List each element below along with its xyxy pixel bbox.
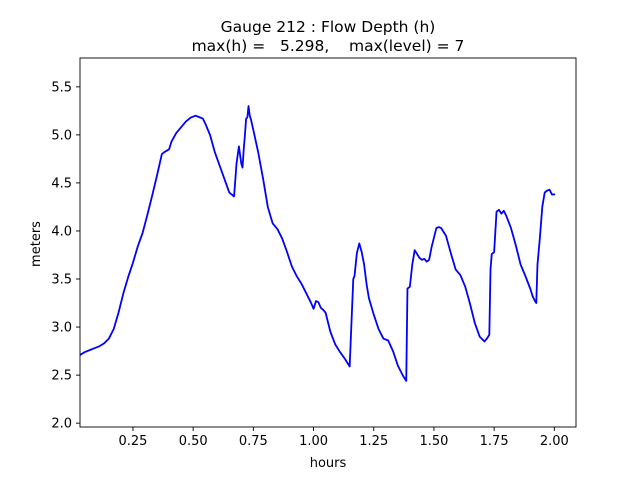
y-tick-label: 5.5 — [51, 80, 72, 95]
plot-background — [80, 58, 576, 427]
x-tick-label: 0.25 — [118, 434, 147, 449]
series-layer — [79, 57, 577, 428]
x-axis-label: hours — [310, 456, 347, 471]
x-tick-label: 1.25 — [359, 434, 388, 449]
x-tick-label: 1.75 — [480, 434, 509, 449]
y-axis-label: meters — [29, 221, 44, 267]
y-tick-label: 4.5 — [51, 176, 72, 191]
y-tick-label: 4.0 — [51, 224, 72, 239]
x-tick-label: 1.00 — [299, 434, 328, 449]
y-axis-ticks: 2.0 2.5 3.0 3.5 4.0 4.5 5.0 5.5 — [51, 80, 80, 432]
x-tick-label: 0.75 — [239, 434, 268, 449]
plot-area — [80, 58, 576, 427]
plot-frame — [79, 57, 577, 428]
y-tick-label: 2.0 — [51, 417, 72, 432]
x-axis-ticks: 0.25 0.50 0.75 1.00 1.25 1.50 1.75 2.00 — [118, 427, 569, 449]
y-tick-label: 3.5 — [51, 273, 72, 288]
chart-title-line-2: max(h) = 5.298, max(level) = 7 — [192, 37, 465, 55]
x-tick-label: 2.00 — [540, 434, 569, 449]
x-tick-label: 1.50 — [419, 434, 448, 449]
y-tick-label: 2.5 — [51, 369, 72, 384]
chart-title-line-1: Gauge 212 : Flow Depth (h) — [221, 18, 436, 36]
series-line-1 — [80, 105, 556, 382]
y-tick-label: 3.0 — [51, 321, 72, 336]
x-tick-label: 0.50 — [179, 434, 208, 449]
y-tick-label: 5.0 — [51, 128, 72, 143]
